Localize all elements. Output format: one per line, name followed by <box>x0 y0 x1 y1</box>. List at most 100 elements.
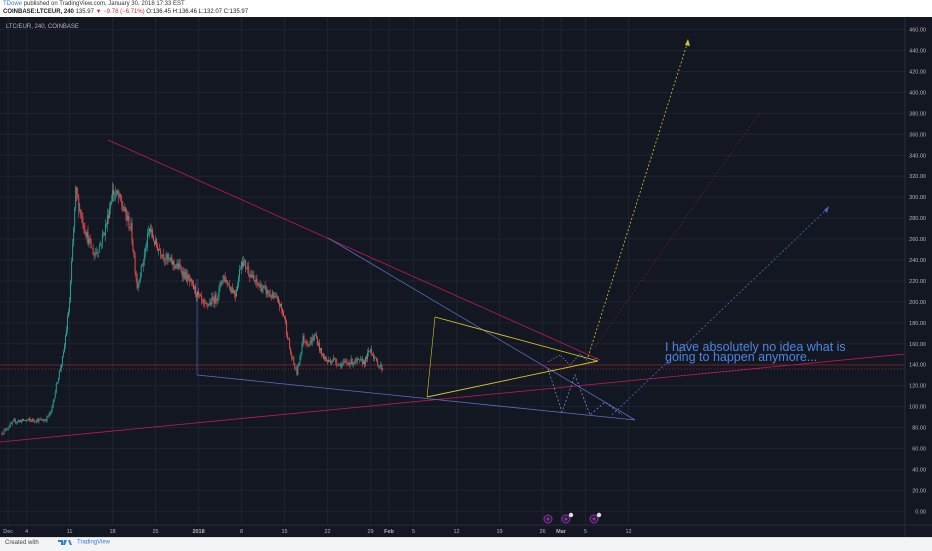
candle-body <box>286 321 288 334</box>
price-tick-label: 260.00 <box>909 237 926 243</box>
candle-body <box>6 429 8 430</box>
candle-body <box>156 239 158 246</box>
candle-body <box>261 288 263 292</box>
candle-body <box>373 355 375 359</box>
candle-body <box>3 430 5 434</box>
candle-body <box>133 250 135 257</box>
candle-body <box>253 275 255 281</box>
chart-svg[interactable]: 135.9701:26:40 0.0020.0040.0060.0080.001… <box>0 17 932 537</box>
candle-body <box>180 266 182 272</box>
candle-body <box>211 297 213 305</box>
candle-body <box>53 398 55 402</box>
candle-body <box>302 336 304 345</box>
candle-body <box>101 234 103 245</box>
candle-body <box>222 275 224 283</box>
annotation-text-line1[interactable]: I have absolutely no idea what is <box>665 340 846 354</box>
candle-body <box>145 246 147 248</box>
event-marker-icon[interactable] <box>543 514 553 524</box>
candle-body <box>39 419 41 420</box>
candle-body <box>143 253 145 262</box>
candle-body <box>346 362 348 363</box>
candle-body <box>316 338 318 345</box>
annotation-text-line2[interactable]: going to happen anymore... <box>665 350 817 364</box>
candle-body <box>160 250 162 255</box>
candle-body <box>174 264 176 268</box>
candle-body <box>85 233 87 237</box>
candle-body <box>177 263 179 269</box>
candle-body <box>129 227 131 229</box>
candle-body <box>4 429 6 431</box>
candle-body <box>122 205 124 210</box>
candle-body <box>335 358 337 362</box>
candle-body <box>110 204 111 209</box>
candle-body <box>62 351 64 357</box>
event-count-badge <box>568 512 574 518</box>
candle-body <box>333 358 335 362</box>
candle-body <box>171 257 173 265</box>
candle-body <box>18 420 20 422</box>
event-marker-icon[interactable] <box>561 514 571 524</box>
candle-body <box>208 304 210 306</box>
candle-body <box>291 354 293 359</box>
candle-body <box>32 419 34 422</box>
author-link[interactable]: TDowe <box>3 1 23 7</box>
candle-body <box>301 344 303 353</box>
time-tick-label: 22 <box>325 529 331 535</box>
chart-area[interactable]: 135.9701:26:40 0.0020.0040.0060.0080.001… <box>0 17 932 537</box>
candle-body <box>27 419 29 421</box>
candle-body <box>77 193 79 198</box>
candle-body <box>47 416 49 417</box>
price-tick-label: 40.00 <box>912 467 926 473</box>
candle-body <box>247 266 249 269</box>
candle-body <box>217 295 219 301</box>
candle-body <box>311 337 313 344</box>
candle-body <box>381 365 383 370</box>
price-tick-label: 220.00 <box>909 279 926 285</box>
candle-body <box>245 260 247 268</box>
price-tick-label: 180.00 <box>909 321 926 327</box>
candle-body <box>60 364 62 369</box>
candle-body <box>358 359 360 360</box>
candle-body <box>37 419 39 422</box>
candle-body <box>318 342 320 351</box>
candle-body <box>91 247 93 249</box>
candle-body <box>102 232 104 235</box>
candle-body <box>109 208 110 219</box>
candle-body <box>312 337 314 341</box>
candle-body <box>244 260 246 262</box>
candle-body <box>68 311 69 317</box>
candle-body <box>11 421 13 424</box>
candle-body <box>193 282 194 289</box>
candle-body <box>43 420 45 422</box>
price-tick-label: 140.00 <box>909 363 926 369</box>
candle-body <box>185 271 187 282</box>
tradingview-brand[interactable]: TradingView <box>58 539 110 546</box>
candle-body <box>274 295 276 298</box>
candle-body <box>69 301 71 312</box>
candle-body <box>186 275 188 282</box>
candle-body <box>200 295 202 297</box>
candle-body <box>307 344 309 346</box>
candle-body <box>121 200 123 206</box>
candle-body <box>31 420 33 422</box>
candle-body <box>48 413 50 417</box>
candle-body <box>347 362 349 364</box>
candle-body <box>276 296 278 299</box>
candle-body <box>256 278 258 283</box>
candle-body <box>354 359 356 363</box>
candle-body <box>49 413 51 414</box>
candle-body <box>179 264 181 267</box>
candle-body <box>194 286 195 289</box>
candle-body <box>99 244 101 246</box>
candle-body <box>315 334 317 339</box>
candle-body <box>295 367 297 369</box>
price-tick-label: 440.00 <box>909 49 926 55</box>
time-tick-label: 4 <box>25 529 28 535</box>
candle-body <box>199 294 201 296</box>
candle-body <box>19 420 21 423</box>
candle-body <box>232 290 234 293</box>
candle-body <box>80 209 82 217</box>
event-marker-icon[interactable] <box>589 514 599 524</box>
time-tick-label: 18 <box>110 529 116 535</box>
candle-body <box>72 244 74 262</box>
